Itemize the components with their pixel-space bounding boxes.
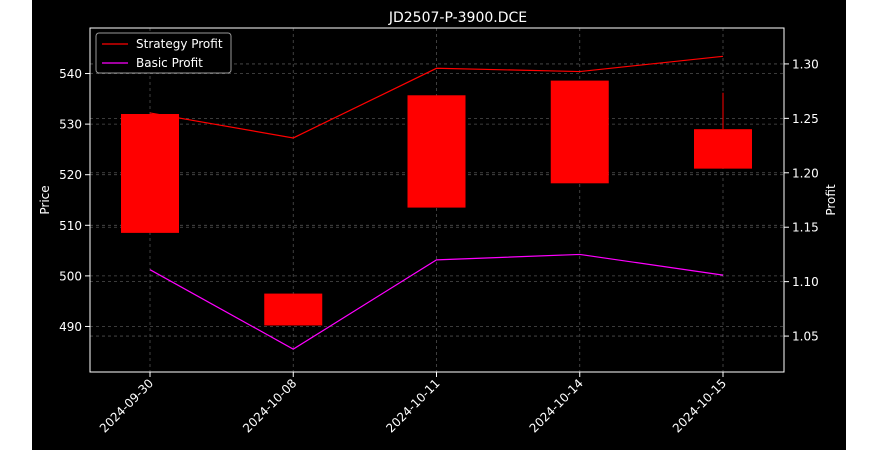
profit-lines [149, 55, 724, 350]
y2-tick-label-3: 1.20 [792, 166, 819, 180]
y-tick-label-3: 520 [59, 168, 82, 182]
y-tick-label-1: 500 [59, 269, 82, 283]
legend-label-strategy: Strategy Profit [136, 37, 223, 51]
y-axis-right: 1.05 1.10 1.15 1.20 1.25 1.30 [784, 57, 819, 344]
candle-body-2 [407, 95, 466, 208]
series-line-0 [149, 55, 724, 139]
x-tick-label-0: 2024-09-30 [97, 376, 156, 435]
x-tick-label-3: 2024-10-14 [527, 376, 586, 435]
y-tick-label-2: 510 [59, 219, 82, 233]
y2-tick-label-4: 1.25 [792, 112, 819, 126]
y-tick-label-5: 540 [59, 67, 82, 81]
chart-figure: JD2507-P-3900.DCE 2024-09-30 2024-10-08 20… [32, 0, 846, 450]
x-tick-label-2: 2024-10-11 [383, 376, 442, 435]
y2-tick-label-2: 1.15 [792, 221, 819, 235]
legend-box [95, 32, 232, 74]
y2-tick-label-0: 1.05 [792, 330, 819, 344]
y-axis-label: Price [38, 185, 52, 214]
legend: Strategy Profit Basic Profit [95, 32, 232, 74]
candle-body-0 [121, 114, 179, 233]
y2-axis-label: Profit [824, 184, 838, 216]
y-tick-label-0: 490 [59, 320, 82, 334]
y2-tick-label-1: 1.10 [792, 275, 819, 289]
legend-label-basic: Basic Profit [136, 56, 203, 70]
y-tick-label-4: 530 [59, 118, 82, 132]
candles [121, 80, 752, 326]
grid-lines [90, 28, 784, 372]
y2-tick-label-5: 1.30 [792, 57, 819, 71]
x-tick-label-4: 2024-10-15 [670, 376, 729, 435]
candlestick-chart: JD2507-P-3900.DCE 2024-09-30 2024-10-08 20… [38, 10, 838, 435]
x-tick-label-1: 2024-10-08 [240, 376, 299, 435]
candle-body-1 [264, 293, 323, 326]
y-axis-left: 490 500 510 520 530 540 [59, 67, 90, 334]
x-axis: 2024-09-30 2024-10-08 2024-10-11 2024-10-14… [97, 372, 729, 435]
candle-body-3 [550, 80, 609, 184]
series-line-1 [149, 253, 724, 350]
candle-body-4 [694, 129, 752, 169]
chart-title: JD2507-P-3900.DCE [388, 10, 527, 26]
